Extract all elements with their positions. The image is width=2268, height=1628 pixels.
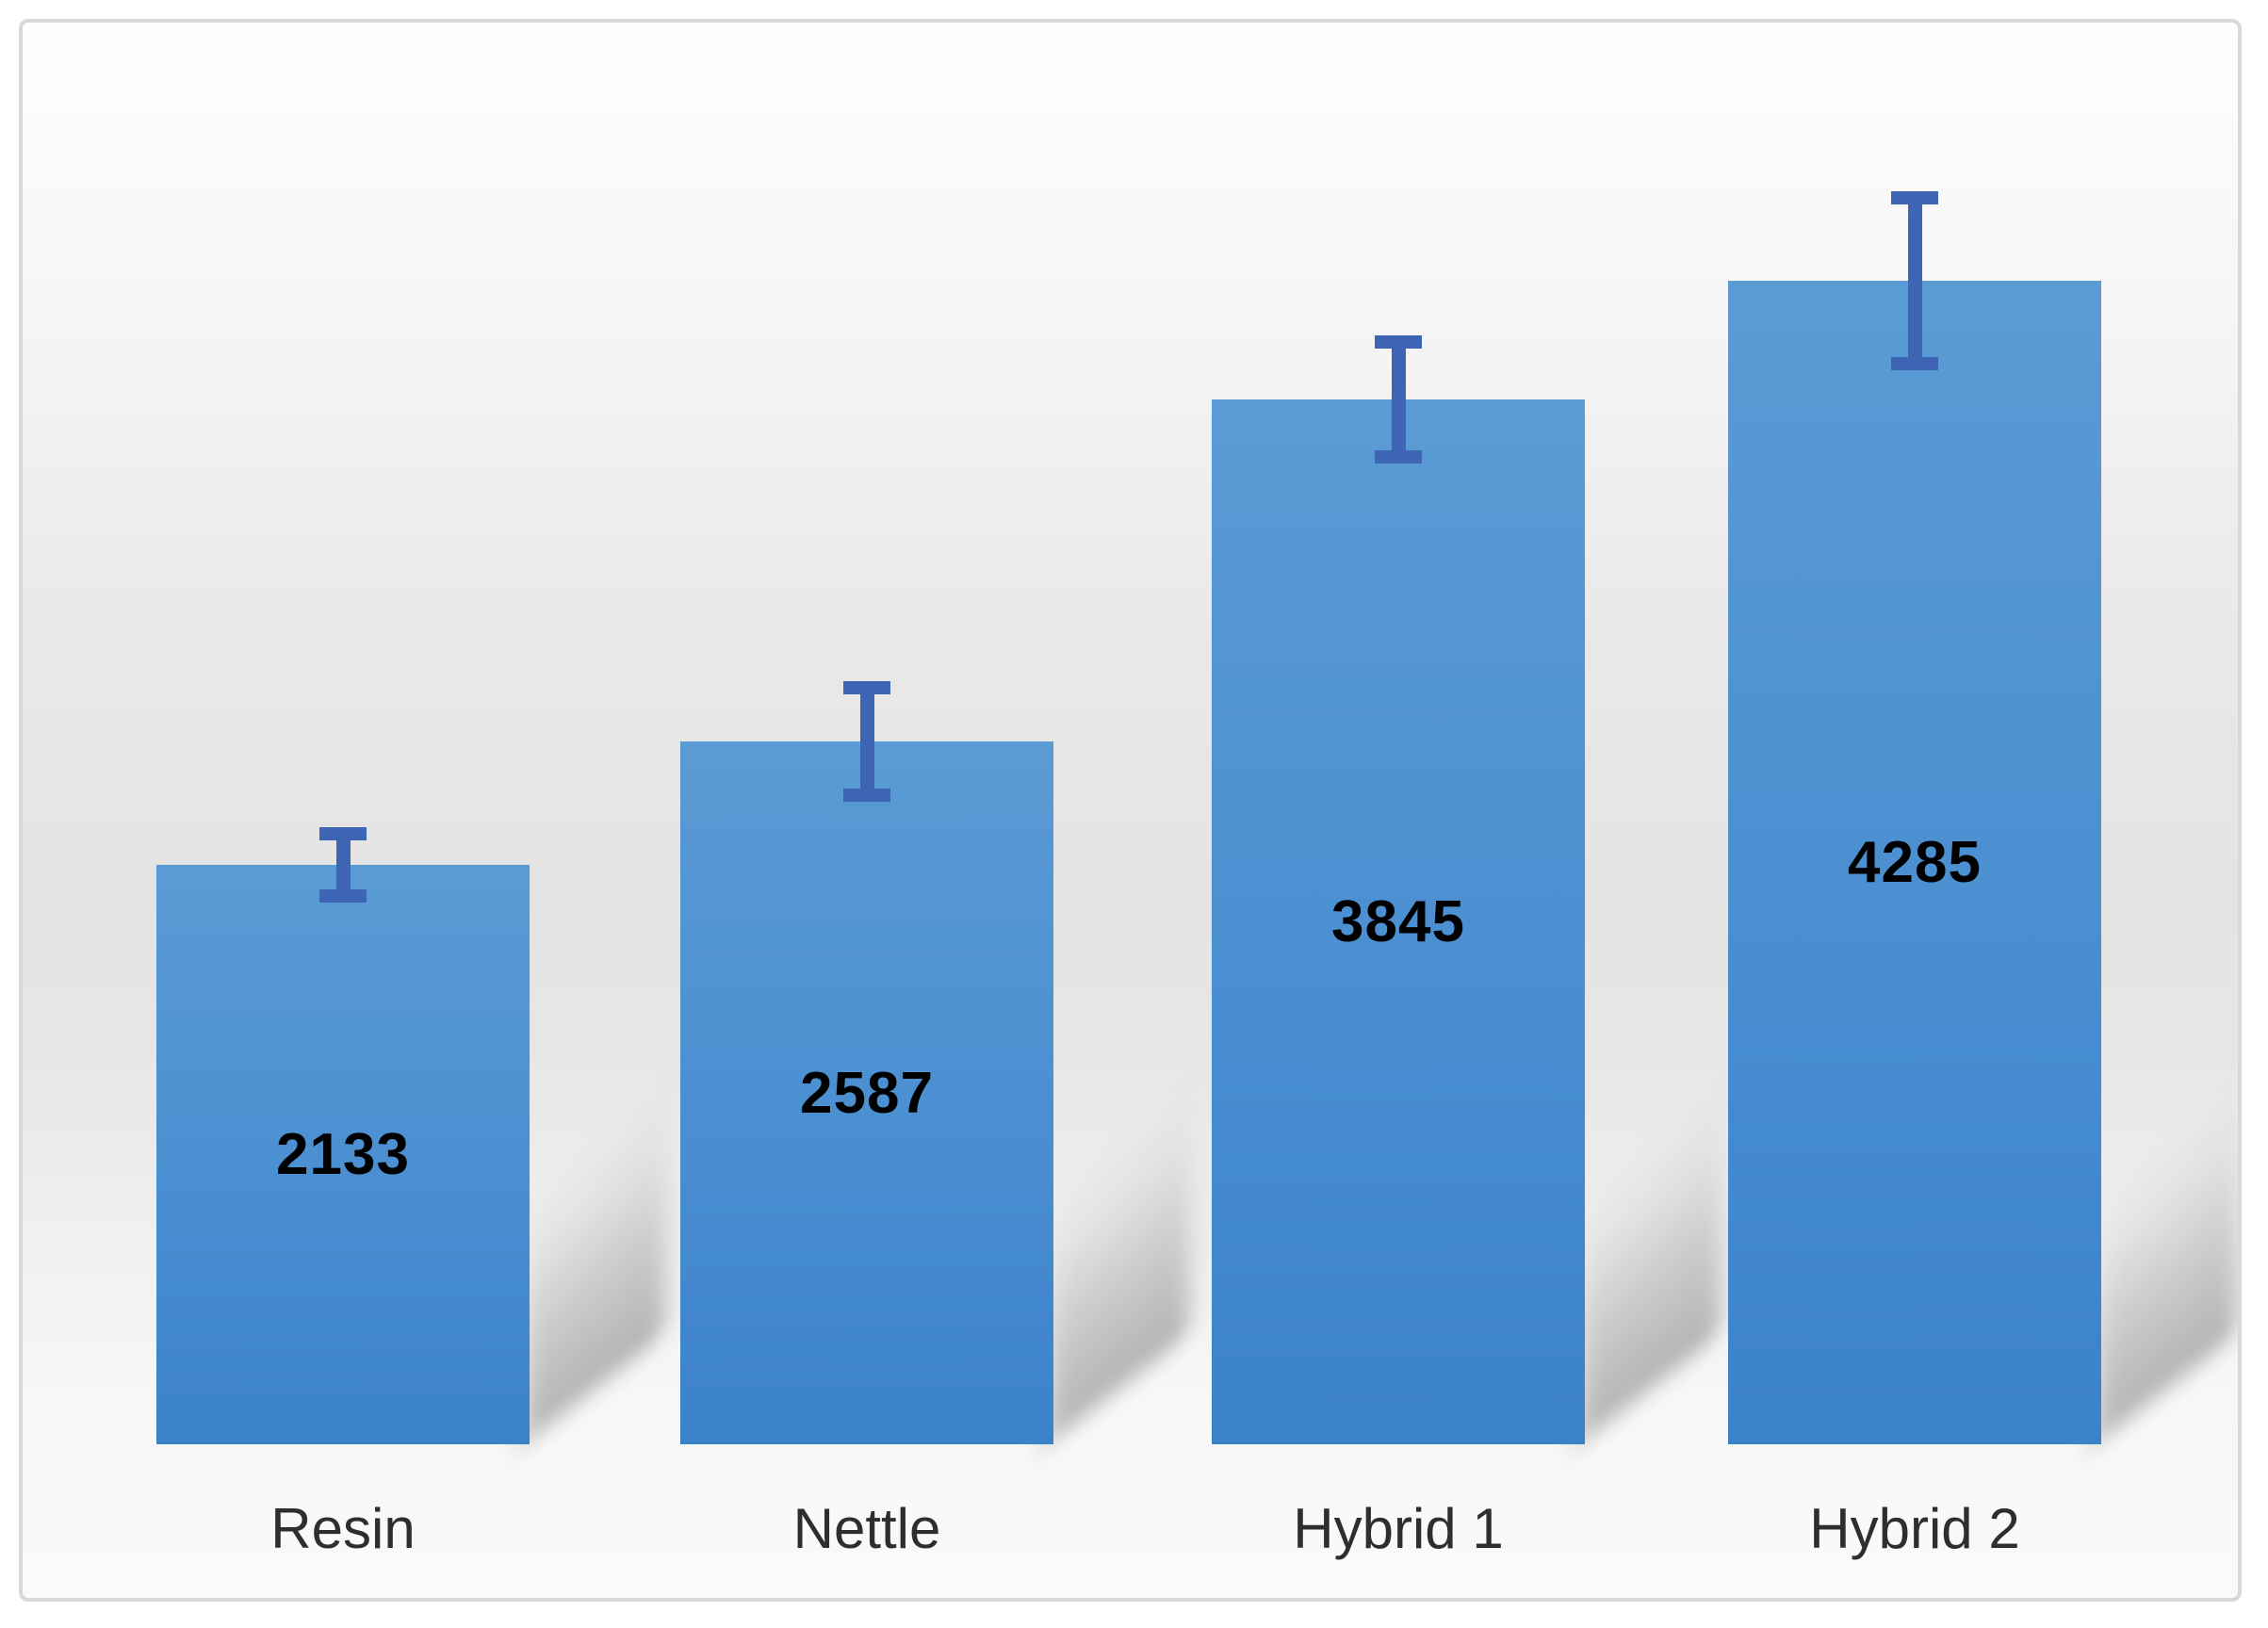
category-label-hybrid-1: Hybrid 1 — [1293, 1497, 1504, 1560]
error-cap-bottom-hybrid-2 — [1891, 357, 1938, 370]
bar-value-label-hybrid-1: 3845 — [1331, 889, 1465, 954]
error-bar-nettle — [843, 681, 890, 802]
bar-shadow-nettle — [1048, 1069, 1189, 1444]
bar-hybrid-2: 4285 — [1728, 281, 2101, 1444]
error-cap-bottom-nettle — [843, 789, 890, 802]
bar-shadow-hybrid-2 — [2096, 1069, 2237, 1444]
error-stem-hybrid-1 — [1391, 342, 1406, 457]
error-stem-hybrid-2 — [1907, 198, 1922, 364]
bar-hybrid-1: 3845 — [1212, 399, 1585, 1444]
error-bar-hybrid-1 — [1375, 335, 1422, 464]
bar-nettle: 2587 — [680, 741, 1053, 1444]
category-label-resin: Resin — [270, 1497, 416, 1560]
error-stem-nettle — [859, 688, 874, 795]
error-bar-hybrid-2 — [1891, 191, 1938, 370]
plot-area: 2133 Resin 2587 Nettle 3845 Hybrid 1 4285 Hybri… — [23, 23, 2238, 1598]
bar-value-label-nettle: 2587 — [800, 1060, 934, 1126]
error-bar-resin — [319, 827, 367, 903]
bar-resin: 2133 — [156, 865, 530, 1444]
category-label-nettle: Nettle — [792, 1497, 941, 1560]
bar-value-label-hybrid-2: 4285 — [1848, 830, 1982, 895]
bar-shadow-resin — [524, 1069, 665, 1444]
bar-shadow-hybrid-1 — [1579, 1069, 1721, 1444]
category-label-hybrid-2: Hybrid 2 — [1809, 1497, 2020, 1560]
error-stem-resin — [335, 834, 351, 896]
bar-value-label-resin: 2133 — [276, 1122, 410, 1187]
error-cap-bottom-resin — [319, 889, 367, 903]
error-cap-bottom-hybrid-1 — [1375, 450, 1422, 464]
chart-frame: 2133 Resin 2587 Nettle 3845 Hybrid 1 4285 Hybri… — [19, 19, 2242, 1602]
